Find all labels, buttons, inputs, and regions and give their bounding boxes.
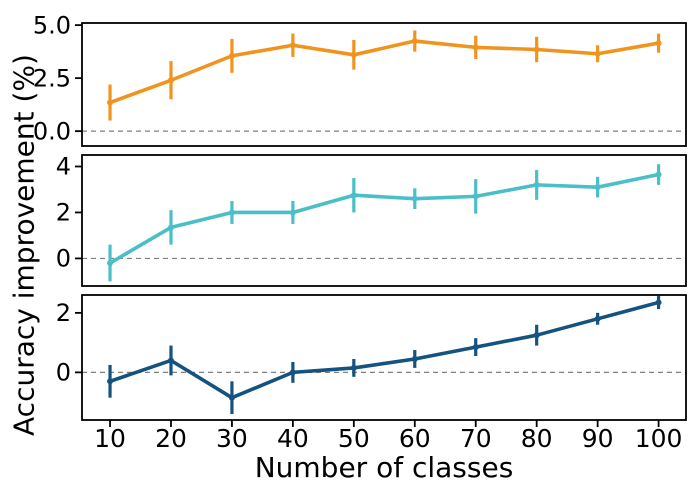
data-point-marker [411, 38, 418, 45]
y-tick-label: 4 [56, 153, 71, 181]
x-axis-label: Number of classes [254, 451, 514, 484]
data-point-marker [107, 378, 114, 385]
data-point-marker [594, 315, 601, 322]
data-point-marker [411, 355, 418, 362]
x-tick-label: 60 [399, 424, 431, 453]
panel-frame [81, 294, 687, 421]
data-point-marker [289, 369, 296, 376]
panel-bottom: 0 2 10 20 30 40 50 60 70 80 90 100 [56, 294, 687, 453]
series-line [108, 300, 661, 400]
data-point-marker [533, 46, 540, 53]
x-tick-label: 90 [582, 424, 614, 453]
series-line [108, 39, 661, 105]
data-point-marker [107, 260, 114, 267]
data-point-marker [228, 52, 235, 59]
x-tick-label: 10 [94, 424, 126, 453]
data-point-marker [167, 224, 174, 231]
panel-frame [81, 22, 687, 147]
series-line [108, 172, 661, 265]
data-point-marker [350, 364, 357, 371]
x-tick-label: 40 [277, 424, 309, 453]
y-tick-label: 2.5 [33, 64, 71, 92]
data-point-marker [472, 44, 479, 51]
data-point-marker [350, 192, 357, 199]
data-point-marker [350, 51, 357, 58]
x-tick-label: 20 [155, 424, 187, 453]
data-point-marker [472, 344, 479, 351]
panel-middle: 0 2 4 [56, 153, 687, 287]
data-point-marker [411, 195, 418, 202]
x-tick-label: 100 [635, 424, 683, 453]
y-tick-label: 0 [56, 245, 71, 273]
y-tick-label: 2 [56, 299, 71, 327]
data-point-marker [655, 299, 662, 306]
x-tick-label: 30 [216, 424, 248, 453]
data-point-marker [533, 181, 540, 188]
y-tick-label: 0.0 [33, 117, 71, 145]
data-point-marker [167, 357, 174, 364]
x-tick-label: 80 [521, 424, 553, 453]
data-point-marker [655, 40, 662, 47]
data-point-marker [594, 50, 601, 57]
y-tick-label: 0 [56, 359, 71, 387]
x-tick-label: 70 [460, 424, 492, 453]
data-point-marker [655, 171, 662, 178]
y-tick-label: 2 [56, 199, 71, 227]
panel-frame [81, 154, 687, 287]
x-tick-label: 50 [338, 424, 370, 453]
data-point-marker [107, 99, 114, 106]
data-point-marker [594, 184, 601, 191]
data-point-marker [167, 77, 174, 84]
data-point-marker [228, 394, 235, 401]
y-tick-label: 5.0 [33, 11, 71, 39]
data-point-marker [533, 332, 540, 339]
panel-top: 0.0 2.5 5.0 [33, 11, 687, 147]
data-point-marker [228, 209, 235, 216]
data-point-marker [289, 42, 296, 49]
y-axis-label: Accuracy improvement (%) [7, 54, 41, 436]
data-point-marker [289, 209, 296, 216]
data-point-marker [472, 193, 479, 200]
